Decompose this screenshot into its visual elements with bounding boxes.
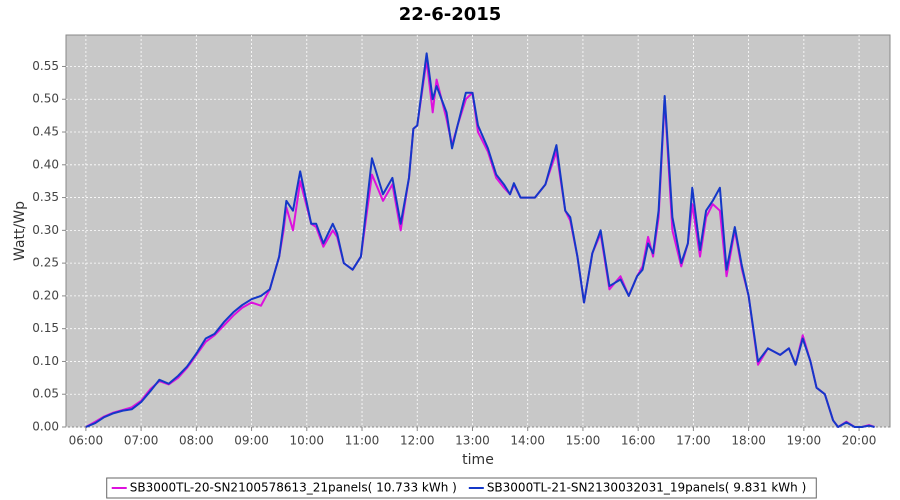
x-tick-label: 19:00: [787, 434, 822, 448]
x-tick-label: 10:00: [289, 434, 324, 448]
y-tick-label: 0.05: [32, 387, 59, 401]
y-tick-label: 0.40: [32, 157, 59, 171]
chart-title: 22-6-2015: [399, 4, 502, 25]
y-tick-label: 0.00: [32, 420, 59, 434]
x-tick-label: 20:00: [842, 434, 877, 448]
x-tick-label: 11:00: [345, 434, 380, 448]
legend-label: SB3000TL-20-SN2100578613_21panels( 10.73…: [130, 481, 457, 495]
x-tick-label: 07:00: [124, 434, 159, 448]
x-tick-label: 17:00: [676, 434, 711, 448]
x-tick-label: 15:00: [566, 434, 601, 448]
plot-area: [65, 34, 891, 428]
y-tick-label: 0.45: [32, 125, 59, 139]
y-tick-label: 0.30: [32, 223, 59, 237]
legend-label: SB3000TL-21-SN2130032031_19panels( 9.831…: [487, 481, 806, 495]
y-tick-label: 0.10: [32, 354, 59, 368]
x-tick-label: 16:00: [621, 434, 656, 448]
x-tick-label: 06:00: [69, 434, 104, 448]
y-tick-label: 0.20: [32, 288, 59, 302]
legend: SB3000TL-20-SN2100578613_21panels( 10.73…: [106, 477, 817, 499]
x-tick-label: 13:00: [455, 434, 490, 448]
y-tick-label: 0.50: [32, 92, 59, 106]
legend-box: [106, 477, 817, 499]
y-tick-label: 0.15: [32, 321, 59, 335]
x-tick-label: 18:00: [731, 434, 766, 448]
series-line: [85, 52, 875, 428]
x-tick-label: 14:00: [510, 434, 545, 448]
y-tick-label: 0.55: [32, 59, 59, 73]
y-tick-label: 0.25: [32, 256, 59, 270]
x-axis-label: time: [462, 452, 494, 468]
y-tick-label: 0.35: [32, 190, 59, 204]
x-tick-label: 09:00: [234, 434, 269, 448]
y-axis-label: Watt/Wp: [12, 201, 28, 261]
x-tick-label: 08:00: [179, 434, 214, 448]
x-tick-label: 12:00: [400, 434, 435, 448]
